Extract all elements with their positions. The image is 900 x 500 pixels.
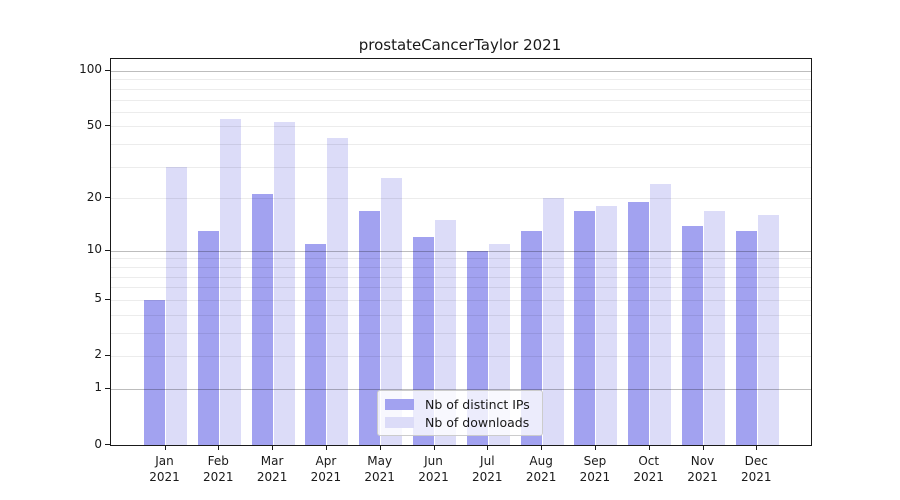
x-tick-label-jul: Jul 2021 — [472, 454, 503, 484]
bar-distinct-ips-jan — [144, 299, 165, 445]
gridline-30 — [111, 166, 811, 168]
legend: Nb of distinct IPs Nb of downloads — [377, 390, 543, 436]
legend-label-distinct-ips: Nb of distinct IPs — [425, 396, 530, 412]
x-tick-jan — [164, 445, 166, 450]
x-tick-label-dec: Dec 2021 — [741, 454, 772, 484]
y-tick-label-100: 100 — [79, 62, 102, 77]
bar-downloads-jan — [166, 166, 187, 445]
legend-label-downloads: Nb of downloads — [425, 414, 530, 430]
y-tick-label-20: 20 — [86, 189, 102, 204]
x-tick-dec — [756, 445, 758, 450]
y-tick-1 — [105, 387, 110, 389]
x-tick-label-jan: Jan 2021 — [149, 454, 180, 484]
y-tick-label-1: 1 — [94, 380, 102, 395]
x-tick-feb — [218, 445, 220, 450]
legend-item-distinct-ips: Nb of distinct IPs — [385, 397, 542, 412]
gridline-70 — [111, 99, 811, 101]
x-tick-jul — [487, 445, 489, 450]
x-tick-label-apr: Apr 2021 — [310, 454, 342, 484]
x-tick-jun — [433, 445, 435, 450]
x-tick-nov — [702, 445, 704, 450]
chart-title: prostateCancerTaylor 2021 — [358, 36, 562, 54]
x-tick-label-nov: Nov 2021 — [687, 454, 718, 484]
y-tick-0 — [105, 444, 110, 445]
y-tick-label-2: 2 — [94, 347, 102, 362]
y-tick-label-10: 10 — [86, 242, 102, 257]
x-tick-label-feb: Feb 2021 — [203, 454, 234, 484]
bar-distinct-ips-oct — [628, 202, 650, 445]
legend-item-downloads: Nb of downloads — [385, 415, 542, 430]
bar-distinct-ips-feb — [197, 231, 219, 445]
gridline-60 — [111, 111, 811, 113]
x-tick-label-sep: Sep 2021 — [579, 454, 611, 484]
bar-downloads-sep — [596, 206, 618, 445]
gridline-90 — [111, 79, 811, 81]
y-tick-label-50: 50 — [86, 117, 102, 132]
legend-swatch-distinct-ips — [385, 398, 414, 410]
bar-downloads-nov — [704, 210, 725, 445]
y-tick-label-5: 5 — [94, 291, 102, 306]
y-tick-20 — [105, 197, 110, 199]
bar-downloads-feb — [219, 118, 241, 445]
bar-distinct-ips-dec — [735, 231, 757, 445]
x-tick-label-oct: Oct 2021 — [633, 454, 664, 484]
x-tick-label-mar: Mar 2021 — [256, 454, 288, 484]
y-tick-50 — [105, 125, 110, 127]
gridline-100 — [111, 70, 811, 72]
x-tick-apr — [325, 445, 327, 450]
bar-downloads-aug — [542, 198, 564, 445]
bar-distinct-ips-apr — [305, 243, 327, 445]
y-tick-10 — [105, 249, 110, 251]
y-tick-label-0: 0 — [94, 436, 102, 451]
y-tick-100 — [105, 69, 110, 71]
x-tick-sep — [594, 445, 596, 450]
gridline-80 — [111, 88, 811, 90]
x-tick-mar — [272, 445, 274, 450]
bar-distinct-ips-sep — [574, 210, 596, 445]
gridline-20 — [111, 198, 811, 200]
bar-downloads-dec — [757, 215, 779, 445]
bar-downloads-oct — [650, 184, 672, 445]
x-tick-aug — [541, 445, 543, 450]
gridline-40 — [111, 144, 811, 145]
bar-distinct-ips-may — [359, 210, 381, 445]
y-tick-2 — [105, 354, 110, 356]
bar-downloads-mar — [273, 121, 295, 445]
bar-distinct-ips-mar — [251, 194, 273, 445]
y-tick-5 — [105, 298, 110, 300]
x-tick-oct — [648, 445, 650, 450]
gridline-50 — [111, 126, 811, 128]
bar-downloads-jun — [435, 220, 456, 445]
x-tick-may — [379, 445, 381, 450]
bar-downloads-may — [381, 177, 403, 445]
x-tick-label-jun: Jun 2021 — [418, 454, 449, 484]
legend-swatch-downloads — [385, 416, 414, 428]
x-tick-label-aug: Aug 2021 — [525, 454, 557, 484]
bar-distinct-ips-nov — [682, 225, 703, 445]
plot-area — [110, 58, 812, 446]
bar-downloads-apr — [327, 138, 349, 445]
x-tick-label-may: May 2021 — [364, 454, 395, 484]
